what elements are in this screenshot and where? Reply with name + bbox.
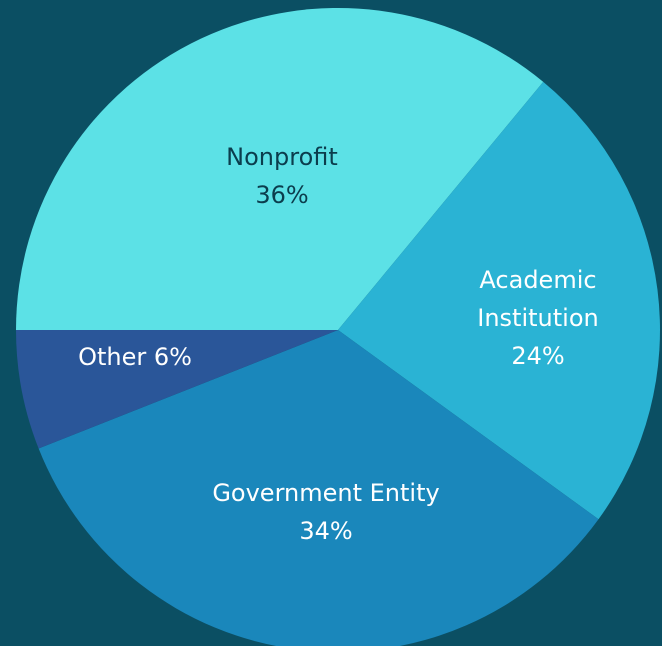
value-label: 24% xyxy=(511,342,565,370)
value-label: 6% xyxy=(153,343,192,371)
category-label: Government Entity xyxy=(212,479,440,507)
pie-slice xyxy=(16,7,544,331)
value-label: 34% xyxy=(299,517,353,545)
pie-slice xyxy=(338,81,661,520)
slice-label: Nonprofit 36% xyxy=(182,138,382,214)
slice-label: Academic Institution 24% xyxy=(458,261,618,375)
category-label: Academic Institution xyxy=(477,266,599,332)
category-label: Other xyxy=(78,343,147,371)
pie-slice xyxy=(16,330,338,449)
slice-label: Other 6% xyxy=(35,338,235,376)
pie-slice xyxy=(38,330,599,646)
value-label: 36% xyxy=(255,181,309,209)
slice-label: Government Entity 34% xyxy=(166,474,486,550)
category-label: Nonprofit xyxy=(226,143,338,171)
